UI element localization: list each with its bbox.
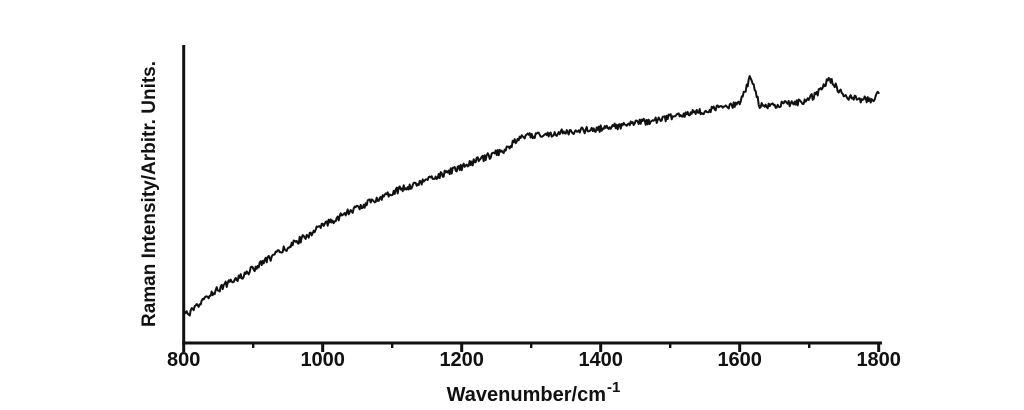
x-tick-label: 800 — [167, 349, 200, 371]
x-tick-label: 1400 — [578, 349, 623, 371]
x-axis-title-exponent: -1 — [606, 379, 621, 396]
spectrum-trace — [182, 75, 880, 317]
x-tick-label: 1200 — [439, 349, 484, 371]
x-axis-title-text: Wavenumber/cm — [446, 384, 606, 406]
x-tick-label: 1600 — [717, 349, 762, 371]
x-axis-title: Wavenumber/cm-1 — [446, 379, 621, 407]
y-axis-title-text: Raman Intensity/Arbitr. Units. — [139, 60, 160, 328]
x-tick-label: 1800 — [856, 349, 901, 371]
y-axis-title: Raman Intensity/Arbitr. Units. — [139, 61, 161, 327]
x-tick-label: 1000 — [300, 349, 345, 371]
